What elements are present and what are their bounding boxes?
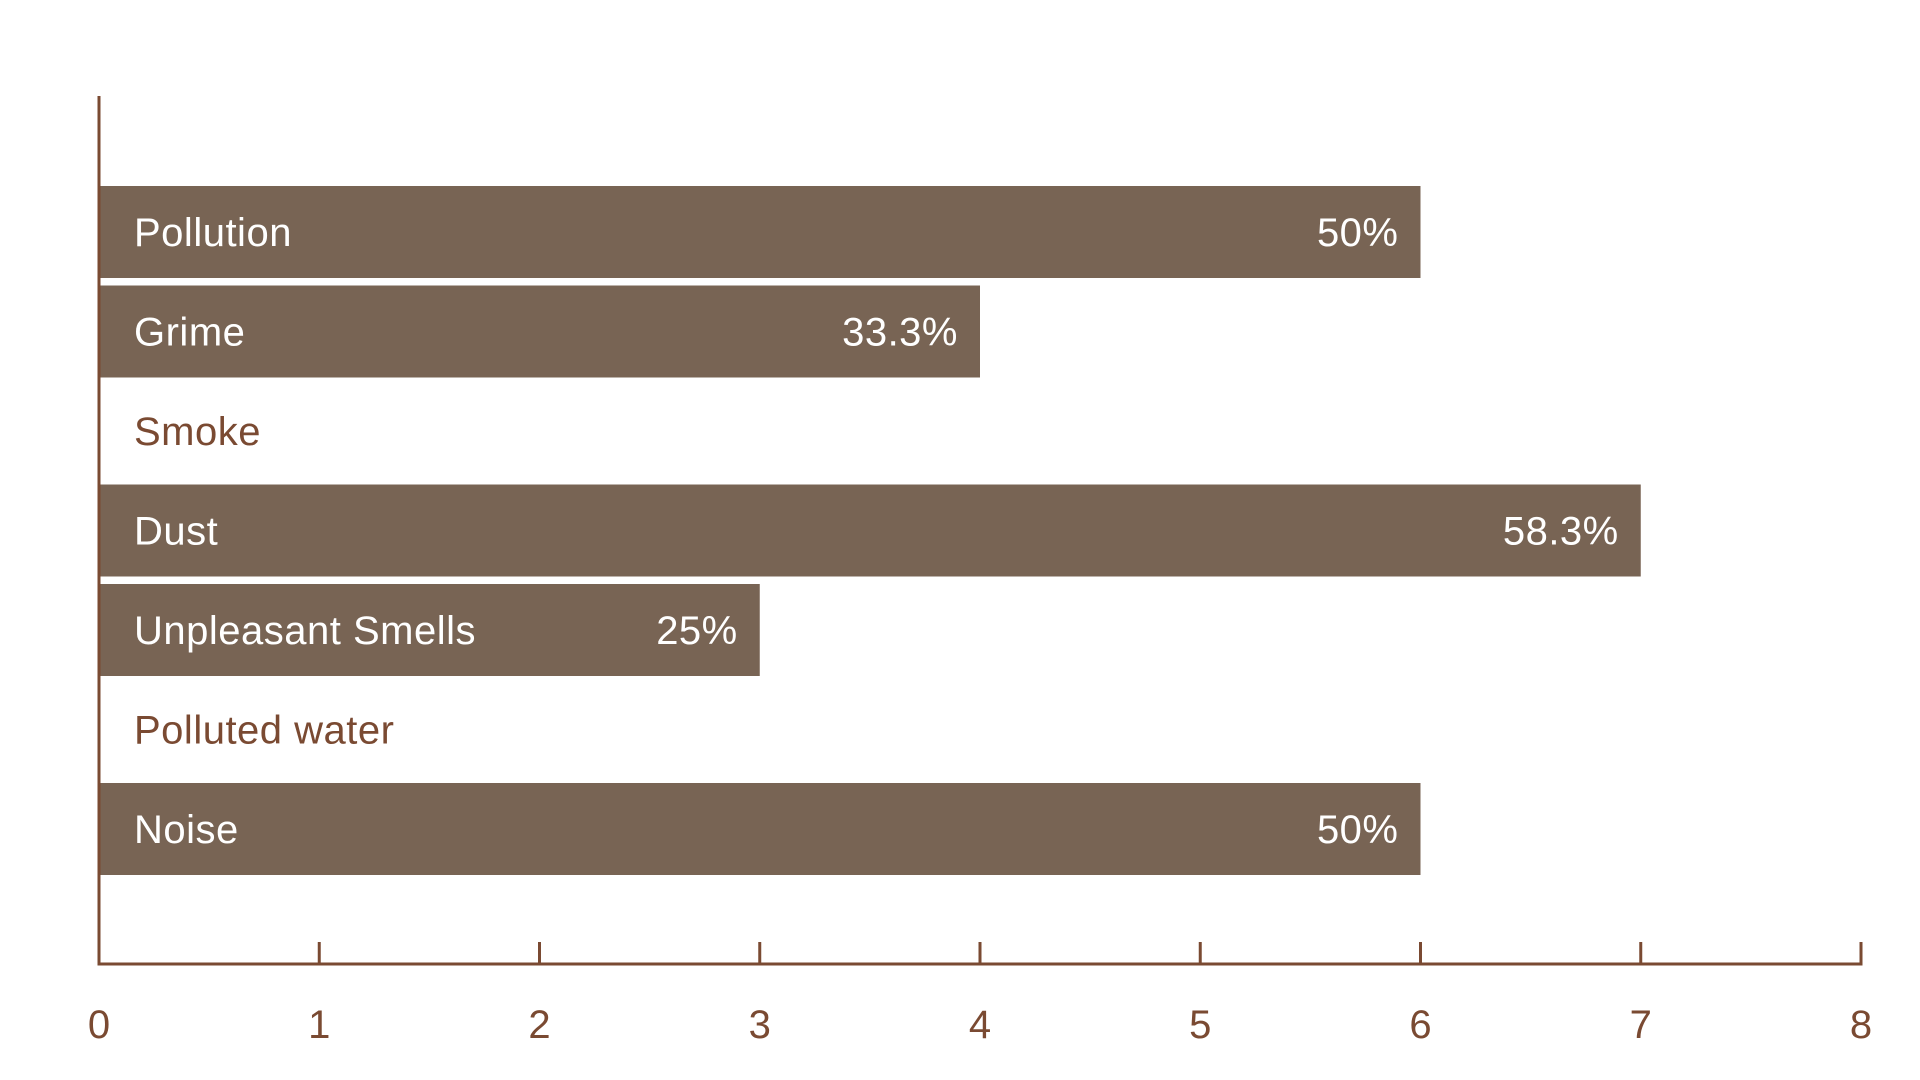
x-tick-label-0: 0 [88, 1003, 110, 1047]
category-label-pollution: Pollution [134, 211, 292, 255]
category-label-polluted-water: Polluted water [134, 709, 394, 753]
value-label-unpleasant-smells: 25% [656, 609, 738, 653]
category-label-grime: Grime [134, 311, 245, 355]
bar-pollution [99, 186, 1421, 278]
labels-layer: Pollution 50% Grime 33.3% Smoke Dust 58.3% Unpl… [134, 211, 1619, 852]
value-label-noise: 50% [1317, 808, 1399, 852]
value-label-pollution: 50% [1317, 211, 1399, 255]
x-tick-label-5: 5 [1189, 1003, 1211, 1047]
x-tick-label-6: 6 [1409, 1003, 1431, 1047]
x-tick-label-7: 7 [1630, 1003, 1652, 1047]
x-tick-label-1: 1 [308, 1003, 330, 1047]
x-tick-label-4: 4 [969, 1003, 991, 1047]
value-label-dust: 58.3% [1503, 510, 1619, 554]
category-label-noise: Noise [134, 808, 239, 852]
axes: 0 1 2 3 4 5 6 7 8 [88, 96, 1872, 1047]
x-tick-label-8: 8 [1850, 1003, 1872, 1047]
category-label-unpleasant-smells: Unpleasant Smells [134, 609, 476, 653]
bar-noise [99, 783, 1421, 875]
x-tick-label-2: 2 [528, 1003, 550, 1047]
category-label-dust: Dust [134, 510, 218, 554]
category-label-smoke: Smoke [134, 410, 261, 454]
bar-unpleasant-smells [99, 584, 760, 676]
bars-layer [99, 186, 1641, 875]
bar-grime [99, 285, 980, 378]
bar-dust [99, 484, 1641, 577]
value-label-grime: 33.3% [842, 311, 958, 355]
x-tick-label-3: 3 [749, 1003, 771, 1047]
